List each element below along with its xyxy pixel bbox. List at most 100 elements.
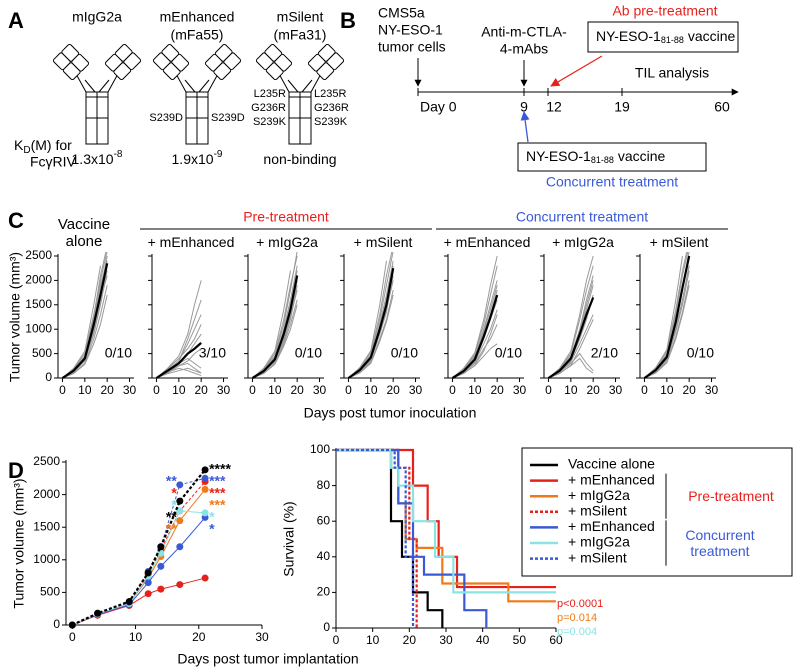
mutation: S239D: [211, 112, 245, 124]
timeline-label: 60: [714, 99, 730, 115]
kd-sub: D: [23, 145, 30, 156]
chart-title-box: + mEnhanced: [148, 234, 235, 250]
x-tick-label: 30: [513, 383, 527, 397]
kd-value: non-binding: [263, 151, 336, 167]
x-tick-label: 20: [192, 630, 206, 644]
x-tick-label: 60: [549, 633, 563, 647]
timeline-label: Day 0: [420, 99, 457, 115]
antibody-shape: [52, 43, 142, 145]
x-tick-label: 0: [69, 630, 76, 644]
fab-arm: [307, 43, 345, 81]
kd-exponent: -9: [214, 149, 223, 160]
line: [72, 489, 206, 626]
line: [72, 481, 206, 626]
fab-arm: [152, 43, 190, 81]
timeline-ticks: Day 0 9 12 19 60: [417, 88, 730, 115]
line: [72, 477, 206, 626]
antibody-shape: [152, 43, 242, 145]
line: [252, 304, 298, 379]
responder-count: 0/10: [687, 345, 714, 361]
legend-label: + mEnhanced: [568, 518, 655, 534]
panel-label: B: [340, 8, 356, 33]
line: [644, 285, 690, 379]
x-tick-label: 0: [449, 383, 456, 397]
x-tick-label: 40: [476, 633, 490, 647]
line: [156, 324, 202, 379]
antibody-shape: [255, 43, 345, 145]
chart-title-box: + mSilent: [353, 233, 413, 250]
line: [548, 255, 594, 379]
hinge-link: [301, 79, 313, 93]
significance: ***: [209, 485, 226, 501]
antibody-variant: (mFa31): [274, 27, 327, 43]
fc-domain: [196, 91, 209, 119]
tumor-label: NY-ESO-1: [378, 22, 443, 38]
fab-arm: [204, 43, 242, 81]
chart-title: + mIgG2a: [552, 233, 614, 250]
point: [144, 569, 152, 577]
fab-arm: [52, 43, 90, 81]
vaccine-subscript: 81-88: [661, 35, 684, 45]
x-tick-label: 10: [564, 383, 578, 397]
point: [176, 543, 184, 551]
group-title: Pre-treatment: [243, 209, 329, 225]
chart-title: + mSilent: [353, 233, 413, 250]
x-tick-label: 30: [313, 383, 327, 397]
fab-arm: [255, 43, 293, 81]
chart-title-box: + mEnhanced: [443, 233, 531, 250]
hinge-link: [184, 79, 196, 93]
fc-domain: [185, 91, 198, 119]
line: [644, 255, 683, 379]
fab-domain: [213, 62, 232, 81]
group-title: Concurrent treatment: [516, 209, 648, 225]
x-tick-label: 10: [268, 383, 282, 397]
mutation: S239K: [253, 116, 287, 128]
chart-title: + mEnhanced: [443, 233, 531, 250]
y-tick-label: 500: [32, 346, 52, 360]
significance: **: [166, 472, 177, 488]
vaccine-label: NY-ESO-181-88 vaccine: [526, 148, 666, 166]
x-tick-label: 30: [255, 630, 269, 644]
vaccine-word: vaccine: [618, 148, 666, 164]
y-tick-label: 60: [317, 513, 331, 527]
x-tick-label: 20: [194, 383, 208, 397]
kd-rest: (M) for: [31, 137, 73, 153]
vaccine-box: [587, 21, 739, 53]
point: [201, 485, 209, 493]
legend-label: Vaccine alone: [568, 456, 655, 472]
line: [61, 263, 109, 379]
point: [94, 609, 102, 617]
antibody-variant: (mFa55): [171, 27, 224, 43]
line: [452, 285, 498, 379]
x-tick-label: 0: [345, 383, 352, 397]
y-tick-label: 1500: [33, 519, 60, 533]
vaccine-label: NY-ESO-181-88 vaccine: [596, 28, 736, 46]
line: [452, 255, 498, 379]
mutation: S239D: [149, 112, 183, 124]
antibody-label: Anti-m-CTLA-: [481, 24, 567, 40]
x-tick-label: 20: [403, 633, 417, 647]
x-tick-label: 0: [641, 383, 648, 397]
legend-group-title-box: Concurrent treatment: [685, 527, 754, 559]
tumor-label: tumor cells: [378, 39, 446, 55]
fab-domain: [71, 53, 90, 72]
line: [72, 577, 206, 626]
x-tick-label: 30: [409, 383, 423, 397]
significance: **: [166, 520, 177, 536]
x-tick-label: 20: [386, 383, 400, 397]
fc-domain: [299, 91, 312, 119]
y-axis-label: Survival (%): [281, 501, 297, 576]
line: [548, 319, 594, 379]
x-tick-label: 20: [100, 383, 114, 397]
responder-count: 3/10: [199, 345, 226, 361]
point: [144, 579, 152, 587]
line: [71, 469, 206, 626]
point: [176, 497, 184, 505]
significance: *: [209, 521, 215, 537]
responder-count: 2/10: [591, 345, 618, 361]
point: [157, 543, 165, 551]
point: [176, 481, 184, 489]
line: [643, 255, 691, 379]
hinge-link: [84, 79, 96, 93]
y-tick-label: 500: [40, 585, 60, 599]
